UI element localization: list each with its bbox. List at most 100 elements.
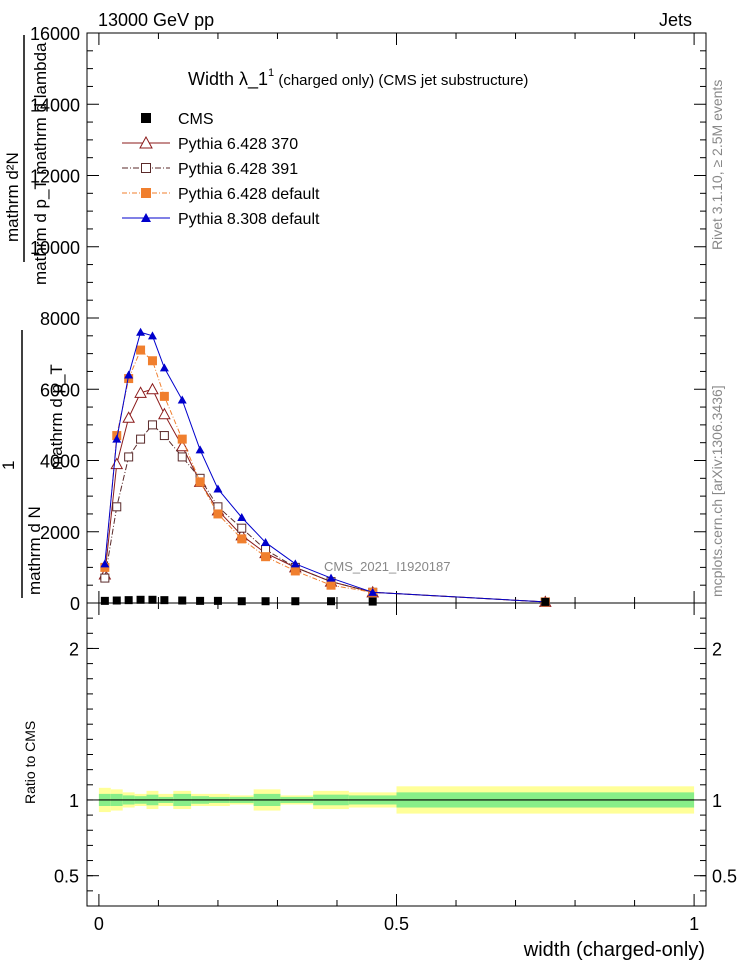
ratio-y-tick-label-right: 2 xyxy=(712,639,722,659)
main-ylabel: mathrm d²N mathrm d p_T mathrm d lambda … xyxy=(0,35,66,598)
data-point xyxy=(136,327,146,336)
data-point xyxy=(175,439,189,452)
ratio-y-tick-label: 0.5 xyxy=(54,867,79,887)
series-layer xyxy=(98,327,552,607)
data-point xyxy=(213,596,222,605)
legend-label: Pythia 6.428 370 xyxy=(178,136,298,153)
title-rest: (charged only) (CMS jet substructure) xyxy=(274,72,528,89)
data-point xyxy=(147,420,157,430)
data-point xyxy=(134,386,147,398)
data-point xyxy=(147,331,157,340)
data-point xyxy=(326,573,336,582)
legend-marker xyxy=(141,113,151,123)
data-point xyxy=(124,452,134,462)
data-point xyxy=(112,502,122,512)
data-point xyxy=(160,596,169,605)
legend-entry: CMS xyxy=(141,111,214,128)
data-point xyxy=(112,434,122,443)
data-point xyxy=(177,434,187,444)
data-point xyxy=(100,562,110,572)
side-label-bottom: mcplots.cern.ch [arXiv:1306.3436] xyxy=(709,385,725,597)
y-tick-label: 8000 xyxy=(40,309,80,329)
plot-title: Width λ_11 (charged only) (CMS jet subst… xyxy=(188,67,528,90)
data-point xyxy=(237,534,247,544)
header-left: 13000 GeV pp xyxy=(98,10,214,30)
x-axis-label: width (charged-only) xyxy=(523,939,705,961)
data-point xyxy=(177,452,187,462)
ylabel-numer: mathrm d²N xyxy=(3,152,22,242)
x-tick-label: 0 xyxy=(94,914,104,934)
legend: CMS Pythia 6.428 370 Pythia 6.428 391 Pythi… xyxy=(122,111,320,228)
ratio-y-tick-label: 2 xyxy=(69,639,79,659)
data-point xyxy=(237,597,246,606)
title-main: Width λ_11 (charged only) (CMS jet subst… xyxy=(188,67,528,90)
y-tick-label: 2000 xyxy=(40,523,80,543)
x-tick-label: 0.5 xyxy=(384,914,409,934)
data-point xyxy=(124,370,134,379)
data-point xyxy=(290,559,300,568)
legend-marker xyxy=(139,135,153,149)
data-point xyxy=(100,559,110,568)
ratio-bands xyxy=(98,786,695,814)
data-point xyxy=(110,457,124,470)
ylabel-frac-numer: mathrm d N xyxy=(25,506,44,595)
data-point xyxy=(136,434,146,444)
data-point xyxy=(327,597,336,606)
data-point xyxy=(124,374,134,384)
data-point xyxy=(177,395,187,404)
data-point xyxy=(290,566,300,576)
data-point xyxy=(237,523,247,533)
title-sup: 1 xyxy=(268,67,274,79)
y-tick-label: 6000 xyxy=(40,380,80,400)
data-point xyxy=(237,513,247,521)
series-0 xyxy=(100,595,550,606)
data-point xyxy=(147,356,157,366)
y-tick-label: 12000 xyxy=(30,167,80,187)
x-tick-label: 1 xyxy=(689,914,699,934)
ratio-ylabel: Ratio to CMS xyxy=(22,721,38,804)
series-2 xyxy=(100,420,550,607)
ratio-y-tick-label: 1 xyxy=(69,791,79,811)
legend-marker xyxy=(141,188,151,198)
ratio-axes: 0.5 0.5 1 1 2 2 0 0.5 1 xyxy=(54,603,737,934)
data-point xyxy=(148,595,157,604)
data-point xyxy=(100,596,109,605)
data-point xyxy=(112,596,121,605)
y-tick-label: 10000 xyxy=(30,238,80,258)
title-text: Width λ_1 xyxy=(188,69,268,90)
ratio-y-tick-label-right: 0.5 xyxy=(712,867,737,887)
legend-label: Pythia 6.428 391 xyxy=(178,161,298,178)
data-point xyxy=(213,484,223,493)
data-point xyxy=(178,596,187,605)
data-point xyxy=(368,597,377,606)
y-tick-label: 14000 xyxy=(30,95,80,115)
data-point xyxy=(158,407,171,420)
data-point xyxy=(159,363,169,372)
legend-marker xyxy=(141,163,151,173)
data-point xyxy=(261,597,270,606)
data-point xyxy=(261,537,271,546)
y-tick-label: 0 xyxy=(70,594,80,614)
data-point xyxy=(195,477,205,487)
data-point xyxy=(261,552,271,562)
y-tick-label: 4000 xyxy=(40,452,80,472)
data-point xyxy=(100,573,110,583)
data-point xyxy=(213,509,223,519)
data-point xyxy=(146,382,159,395)
watermark: CMS_2021_I1920187 xyxy=(324,559,451,574)
data-point xyxy=(136,595,145,604)
data-point xyxy=(541,597,550,606)
legend-label: CMS xyxy=(178,111,214,128)
data-point xyxy=(326,580,336,590)
data-point xyxy=(136,345,146,355)
side-label-top: Rivet 3.1.10, ≥ 2.5M events xyxy=(709,80,725,250)
data-point xyxy=(159,431,169,441)
header-right: Jets xyxy=(659,10,692,30)
ylabel-frac-denom: mathrm d p_T xyxy=(47,364,66,470)
data-point xyxy=(291,597,300,606)
ratio-y-tick-label-right: 1 xyxy=(712,791,722,811)
legend-entry: Pythia 6.428 default xyxy=(122,186,320,203)
legend-label: Pythia 8.308 default xyxy=(178,211,320,228)
data-point xyxy=(368,587,378,596)
data-point xyxy=(124,596,133,605)
